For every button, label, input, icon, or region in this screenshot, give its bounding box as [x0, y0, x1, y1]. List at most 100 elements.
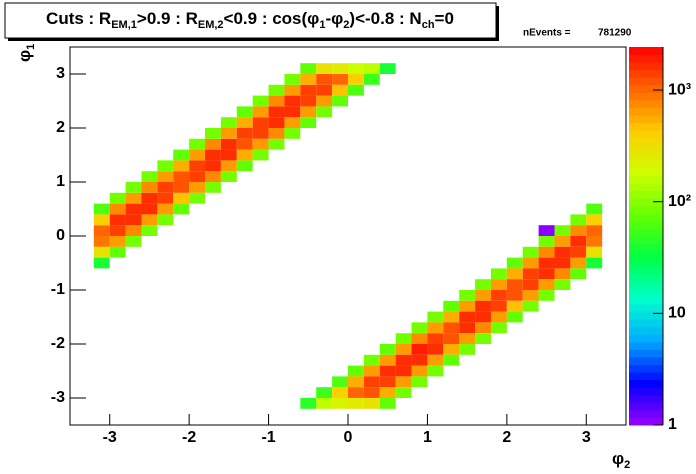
cell — [284, 84, 301, 96]
cell — [443, 354, 460, 366]
cell — [459, 290, 476, 301]
cell — [300, 63, 317, 74]
cell — [300, 84, 317, 96]
cell — [459, 333, 476, 344]
palette-band — [629, 402, 663, 411]
cell — [522, 246, 539, 258]
palette-band — [629, 69, 663, 78]
text-part: <0.9 : cos(φ — [224, 9, 320, 28]
palette-band — [629, 273, 663, 282]
cell — [109, 225, 126, 236]
cell — [220, 117, 237, 128]
palette-band — [629, 258, 663, 267]
cell — [109, 246, 126, 258]
palette-band — [629, 319, 663, 328]
cell — [157, 192, 174, 204]
cell — [522, 257, 539, 269]
palette-band — [629, 356, 663, 366]
cell — [189, 138, 206, 150]
palette-band — [629, 311, 663, 320]
cell — [300, 74, 317, 85]
cell — [395, 333, 412, 344]
x-tick-label: 3 — [582, 429, 591, 446]
cell — [538, 225, 555, 236]
subscript: EM,1 — [111, 19, 137, 31]
palette-band — [629, 387, 663, 396]
palette-band — [629, 372, 663, 381]
cell — [427, 354, 444, 366]
cell — [236, 138, 253, 150]
subscript: 2 — [624, 459, 630, 471]
cell — [236, 117, 253, 128]
cell — [395, 365, 412, 377]
cell — [157, 182, 174, 193]
palette-band — [629, 152, 663, 161]
cell — [475, 322, 491, 334]
palette-band — [629, 47, 663, 56]
cell — [284, 128, 301, 139]
palette-band — [629, 107, 663, 116]
palette-band — [629, 243, 663, 252]
palette-band — [629, 99, 663, 108]
cell — [332, 84, 348, 96]
cell — [236, 106, 253, 118]
cell — [538, 290, 555, 301]
palette-band — [629, 213, 663, 222]
y-tick-label: 3 — [56, 65, 65, 82]
cell — [125, 182, 142, 193]
y-tick-label: 0 — [56, 227, 65, 244]
cell — [93, 246, 110, 258]
cell — [348, 376, 364, 388]
cell — [300, 95, 317, 107]
cell — [284, 117, 301, 128]
cell — [348, 84, 364, 96]
cell — [173, 160, 190, 172]
cell — [411, 322, 428, 334]
text-part: φ — [15, 50, 34, 62]
cell — [316, 63, 333, 74]
cell — [363, 376, 380, 388]
text-part: Cuts : R — [46, 9, 111, 28]
x-tick-label: -3 — [103, 429, 117, 446]
y-tick-label: -2 — [51, 335, 65, 352]
cell — [220, 171, 237, 182]
cell — [506, 300, 523, 312]
palette-band — [629, 220, 663, 229]
y-tick-label: -1 — [51, 281, 65, 298]
cell — [348, 365, 364, 377]
cell — [411, 365, 428, 377]
palette-band — [629, 175, 663, 184]
y-axis-label: φ1 — [15, 44, 36, 62]
palette-band — [629, 349, 663, 358]
cell — [475, 290, 491, 301]
palette-band — [629, 115, 663, 124]
palette-band — [629, 236, 663, 245]
chart-title: Cuts : REM,1>0.9 : REM,2<0.9 : cos(φ1-φ2… — [46, 9, 454, 30]
cell — [220, 160, 237, 172]
cell — [379, 398, 396, 409]
cell — [93, 225, 110, 236]
cell — [522, 300, 539, 312]
cell — [141, 214, 158, 226]
cell — [538, 268, 555, 280]
palette-band — [629, 394, 663, 403]
cell — [189, 192, 206, 204]
y-tick-label: -3 — [51, 389, 65, 406]
cell — [554, 236, 571, 247]
cell — [427, 322, 444, 334]
cell — [109, 214, 126, 226]
text-part: -φ — [325, 9, 343, 28]
cell — [411, 376, 428, 388]
cell — [252, 95, 269, 107]
cell — [379, 365, 396, 377]
cell — [157, 203, 174, 215]
cell — [490, 279, 507, 290]
cell — [316, 398, 333, 409]
z-tick-label: 10³ — [668, 81, 691, 98]
cell — [220, 149, 237, 161]
cell — [205, 128, 221, 139]
palette-band — [629, 364, 663, 373]
subscript: EM,2 — [198, 19, 224, 31]
cell — [427, 311, 444, 323]
palette-band — [629, 92, 663, 101]
